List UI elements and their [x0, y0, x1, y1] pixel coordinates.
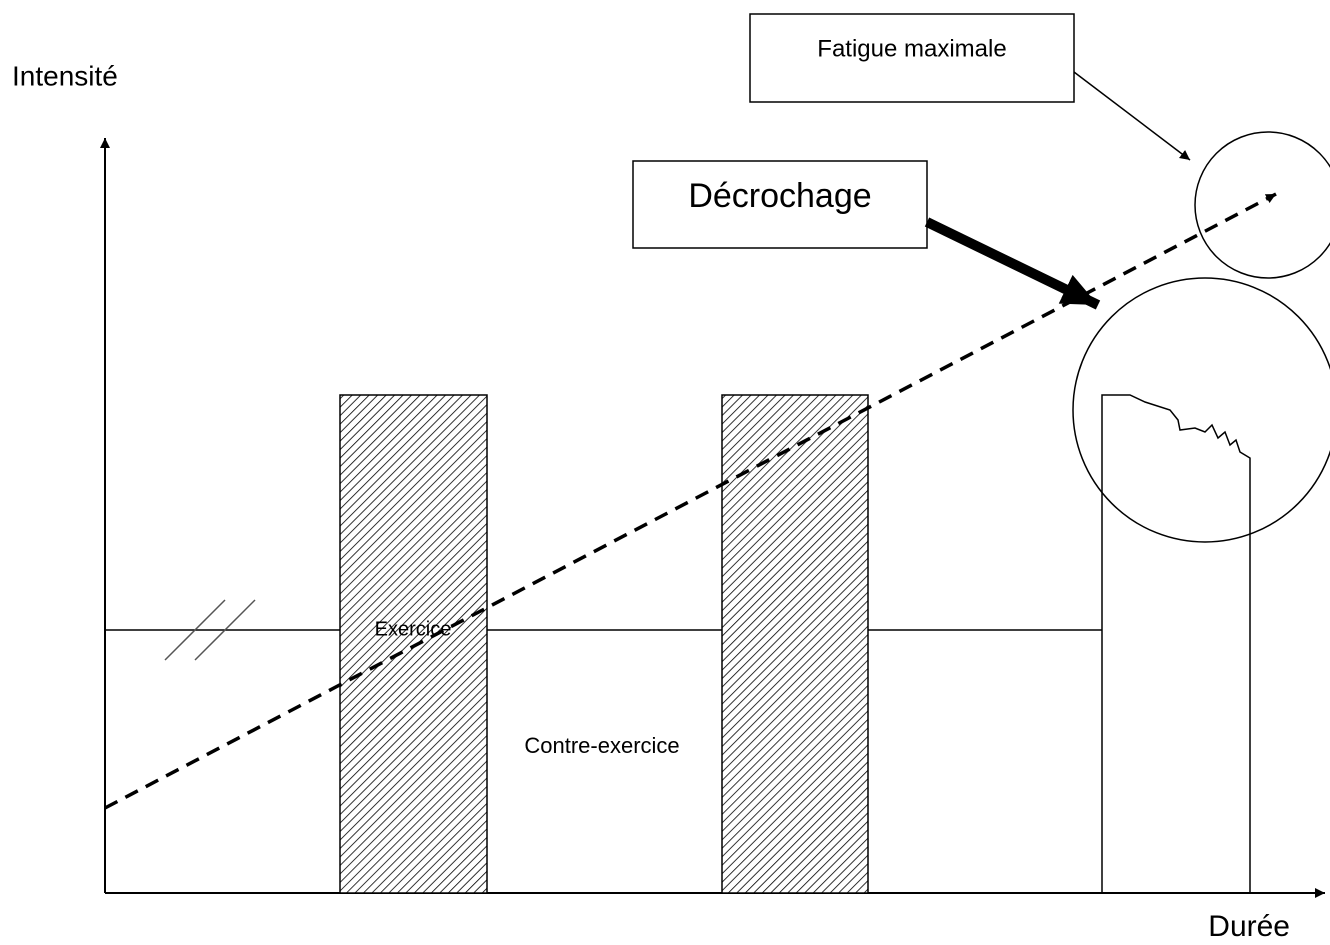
y-axis-label: Intensité [12, 60, 118, 91]
counter-exercise-label: Contre-exercice [524, 733, 679, 758]
highlight-circle [1194, 131, 1330, 279]
exercise-block [721, 394, 869, 894]
exercise-label: Exercice [375, 618, 452, 640]
callout-text: Décrochage [688, 177, 871, 215]
break-marks [164, 599, 256, 661]
callout-arrow [1073, 71, 1191, 161]
fatigue-block [1101, 394, 1251, 893]
callout-box [749, 13, 1075, 103]
exercise-block [339, 394, 488, 894]
callout-text: Fatigue maximale [817, 35, 1006, 62]
x-axis-label: Durée [1208, 910, 1290, 943]
trend-line [104, 192, 1277, 810]
callout-arrow [924, 217, 1101, 310]
highlight-circle [1072, 277, 1330, 543]
callout-box [632, 160, 928, 249]
